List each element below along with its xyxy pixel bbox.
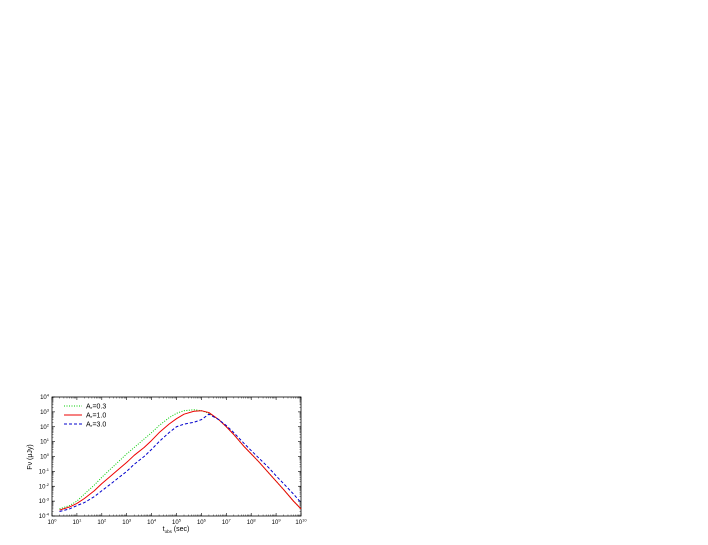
y-tick-label: 101 bbox=[40, 437, 50, 446]
y-tick-label: 100 bbox=[40, 452, 50, 461]
series-line-1 bbox=[59, 410, 302, 511]
x-tick-label: 1010 bbox=[295, 518, 307, 527]
legend-label-a30: A*=3.0 bbox=[86, 422, 106, 430]
y-tick-label: 10-1 bbox=[39, 467, 50, 476]
y-axis-label: Fν (μJy) bbox=[27, 444, 34, 469]
legend-label-a03: A*=0.3 bbox=[86, 404, 106, 412]
x-tick-label: 102 bbox=[97, 518, 107, 527]
axis-ticks: 100 101 102 103 104 105 106 107 108 109 101010-410… bbox=[39, 393, 308, 527]
series-line-2 bbox=[59, 413, 302, 513]
x-tick-label: 107 bbox=[222, 518, 232, 527]
legend-label-a10: A*=1.0 bbox=[86, 413, 106, 421]
y-tick-label: 10-3 bbox=[39, 497, 50, 506]
series-layer bbox=[59, 409, 302, 513]
x-tick-label: 108 bbox=[247, 518, 257, 527]
y-tick-label: 10-4 bbox=[39, 512, 50, 521]
y-tick-label: 102 bbox=[40, 422, 50, 431]
y-tick-label: 104 bbox=[40, 393, 50, 402]
x-axis-label-unit: (sec) bbox=[172, 526, 190, 533]
y-tick-label: 103 bbox=[40, 407, 50, 416]
x-tick-label: 104 bbox=[147, 518, 157, 527]
x-tick-label: 103 bbox=[122, 518, 132, 527]
x-axis-label: tobs (sec) bbox=[163, 526, 190, 534]
x-tick-label: 101 bbox=[72, 518, 82, 527]
x-tick-label: 109 bbox=[272, 518, 282, 527]
x-axis-label-sub: obs bbox=[165, 529, 173, 534]
x-tick-label: 106 bbox=[197, 518, 207, 527]
x-axis-label-main: t bbox=[163, 526, 165, 533]
y-tick-label: 10-2 bbox=[39, 482, 50, 491]
x-tick-label: 105 bbox=[172, 518, 182, 527]
legend: A*=0.3 A*=1.0 A*=3.0 bbox=[64, 404, 106, 430]
x-tick-label: 100 bbox=[48, 518, 58, 527]
